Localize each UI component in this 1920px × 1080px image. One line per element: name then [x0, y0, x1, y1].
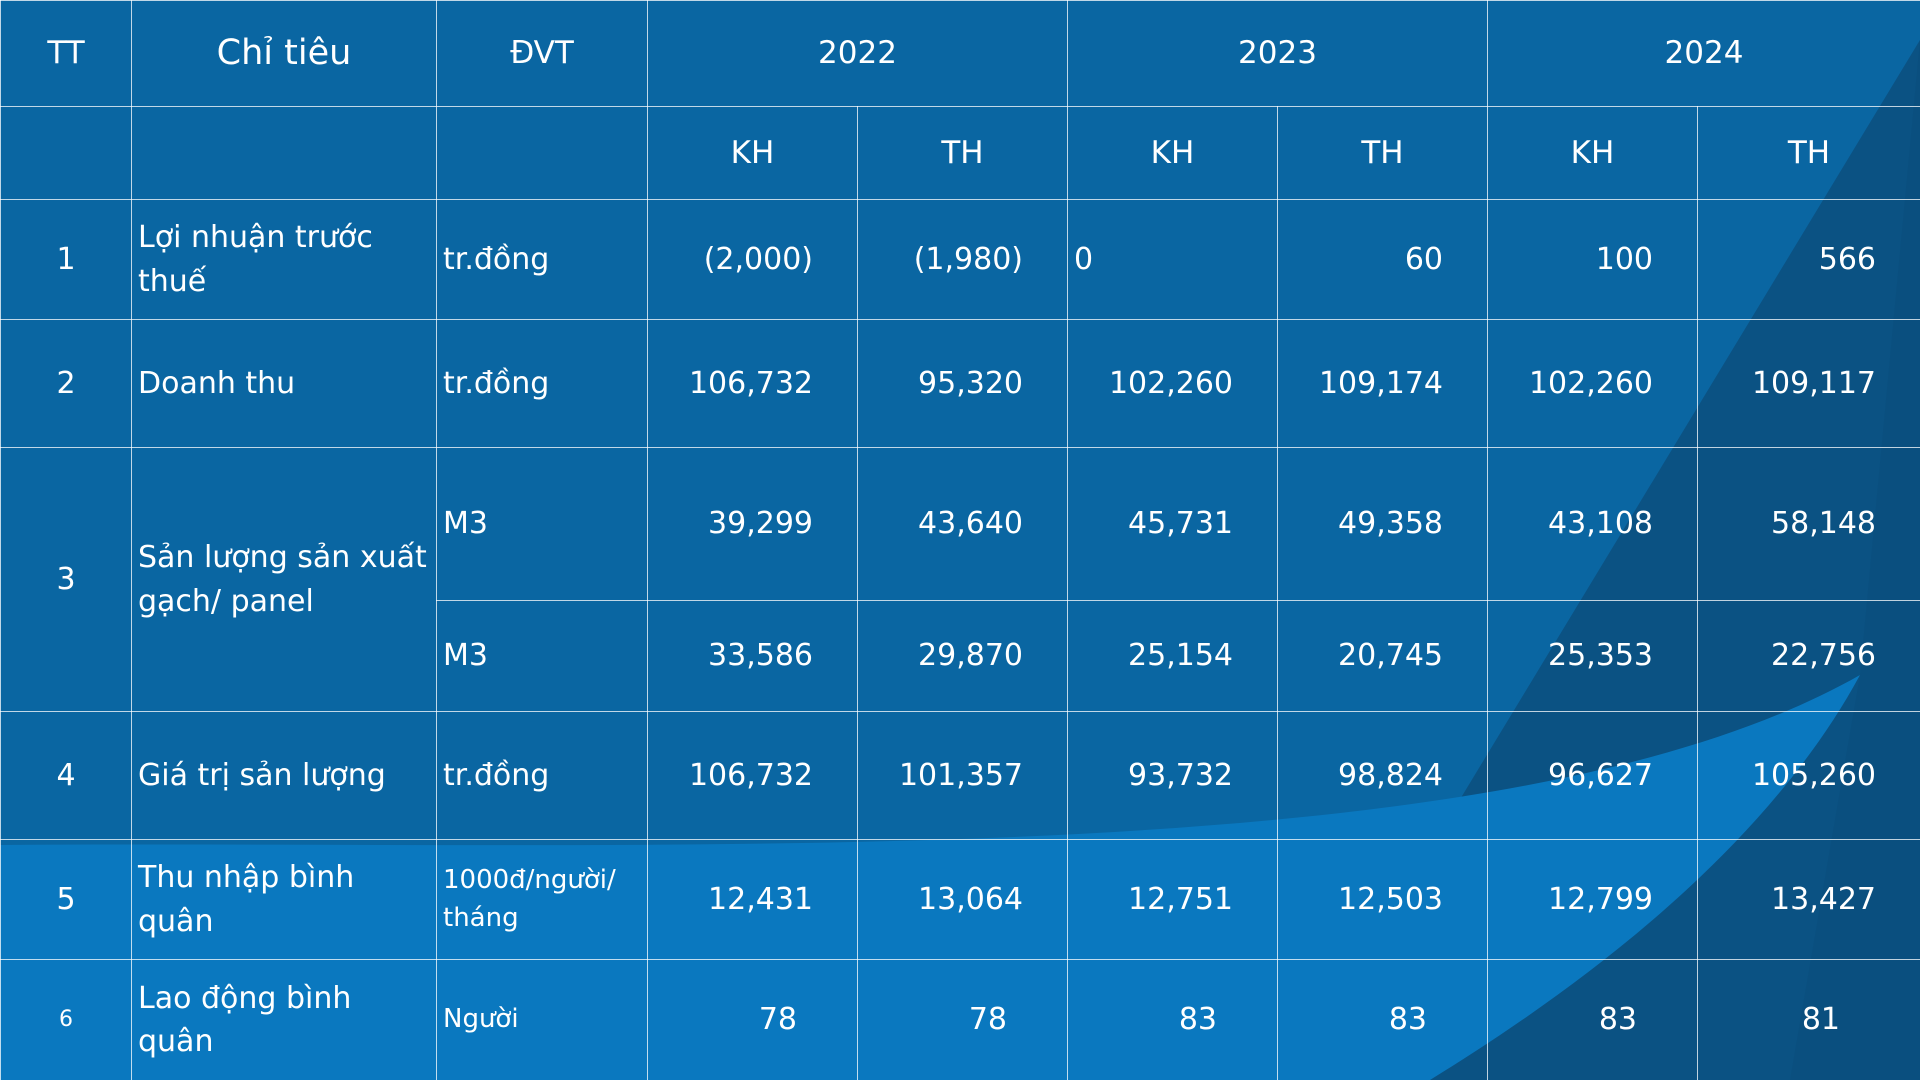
cell-value: 106,732 — [647, 711, 858, 840]
cell-value: 105,260 — [1697, 711, 1920, 840]
cell-value: 83 — [1277, 959, 1488, 1080]
table-row: M3 33,586 29,870 25,154 20,745 25,353 22… — [1, 600, 1920, 712]
header-kh-2024: KH — [1487, 106, 1698, 200]
row-number: 6 — [0, 959, 132, 1080]
row-unit: 1000đ/người/ tháng — [436, 839, 648, 960]
header-unit: ĐVT — [436, 0, 648, 107]
header-row-plan-actual: KH TH KH TH KH TH — [0, 106, 1920, 200]
header-unit-empty — [436, 106, 648, 200]
header-row-years: TT Chỉ tiêu ĐVT 2022 2023 2024 — [0, 0, 1920, 107]
cell-value: 93,732 — [1067, 711, 1278, 840]
cell-value: 83 — [1067, 959, 1278, 1080]
table-row: 4 Giá trị sản lượng tr.đồng 106,732 101,… — [0, 711, 1920, 840]
header-year-2022: 2022 — [647, 0, 1068, 107]
cell-value: 25,353 — [1487, 600, 1698, 712]
table-row: 6 Lao động bình quân Người 78 78 83 83 8… — [0, 959, 1920, 1080]
row-number: 4 — [0, 711, 132, 840]
cell-value: 102,260 — [1487, 319, 1698, 448]
cell-value: 43,108 — [1487, 447, 1698, 601]
row-unit: tr.đồng — [436, 711, 648, 840]
header-tt-empty — [0, 106, 132, 200]
cell-value: 12,503 — [1277, 839, 1488, 960]
cell-value: 12,431 — [647, 839, 858, 960]
row-indicator: Lao động bình quân — [131, 959, 437, 1080]
table-row: 1 Lợi nhuận trước thuế tr.đồng (2,000) (… — [0, 199, 1920, 320]
cell-value: 13,427 — [1697, 839, 1920, 960]
row-indicator: Giá trị sản lượng — [131, 711, 437, 840]
cell-value: 106,732 — [647, 319, 858, 448]
cell-value: 83 — [1487, 959, 1698, 1080]
row-indicator: Sản lượng sản xuất gạch/ panel — [131, 447, 437, 712]
cell-value: 102,260 — [1067, 319, 1278, 448]
header-indicator: Chỉ tiêu — [131, 0, 437, 107]
cell-value: 78 — [647, 959, 858, 1080]
header-year-2024: 2024 — [1487, 0, 1920, 107]
cell-value: 109,174 — [1277, 319, 1488, 448]
cell-value: 101,357 — [857, 711, 1068, 840]
row-number: 5 — [0, 839, 132, 960]
header-th-2024: TH — [1697, 106, 1920, 200]
row-indicator: Lợi nhuận trước thuế — [131, 199, 437, 320]
row-number: 1 — [0, 199, 132, 320]
cell-value: 49,358 — [1277, 447, 1488, 601]
cell-value: 81 — [1697, 959, 1920, 1080]
cell-value: 20,745 — [1277, 600, 1488, 712]
cell-value: 60 — [1277, 199, 1488, 320]
cell-value: 95,320 — [857, 319, 1068, 448]
cell-value: 45,731 — [1067, 447, 1278, 601]
row-unit: M3 — [436, 600, 648, 712]
cell-value: 566 — [1697, 199, 1920, 320]
row-number: 2 — [0, 319, 132, 448]
table-row: 3 Sản lượng sản xuất gạch/ panel M3 39,2… — [0, 447, 1920, 712]
row-indicator: Doanh thu — [131, 319, 437, 448]
table-row: 5 Thu nhập bình quân 1000đ/người/ tháng … — [0, 839, 1920, 960]
cell-value: 12,751 — [1067, 839, 1278, 960]
cell-value: 43,640 — [857, 447, 1068, 601]
cell-value: 100 — [1487, 199, 1698, 320]
row-unit: Người — [436, 959, 648, 1080]
row-unit: M3 — [436, 447, 648, 601]
cell-value: 22,756 — [1697, 600, 1920, 712]
cell-value: 98,824 — [1277, 711, 1488, 840]
row-number: 3 — [0, 447, 132, 712]
cell-value: 0 — [1067, 199, 1278, 320]
header-year-2023: 2023 — [1067, 0, 1488, 107]
row-indicator: Thu nhập bình quân — [131, 839, 437, 960]
header-th-2023: TH — [1277, 106, 1488, 200]
cell-value: 78 — [857, 959, 1068, 1080]
cell-value: 39,299 — [647, 447, 858, 601]
header-indicator-empty — [131, 106, 437, 200]
cell-value: 109,117 — [1697, 319, 1920, 448]
cell-value: 25,154 — [1067, 600, 1278, 712]
table-row: 2 Doanh thu tr.đồng 106,732 95,320 102,2… — [0, 319, 1920, 448]
header-kh-2022: KH — [647, 106, 858, 200]
header-kh-2023: KH — [1067, 106, 1278, 200]
row-unit: tr.đồng — [436, 199, 648, 320]
cell-value: 96,627 — [1487, 711, 1698, 840]
cell-value: 58,148 — [1697, 447, 1920, 601]
cell-value: 29,870 — [857, 600, 1068, 712]
cell-value: 12,799 — [1487, 839, 1698, 960]
header-th-2022: TH — [857, 106, 1068, 200]
row-unit: tr.đồng — [436, 319, 648, 448]
cell-value: (2,000) — [647, 199, 858, 320]
cell-value: (1,980) — [857, 199, 1068, 320]
cell-value: 33,586 — [647, 600, 858, 712]
header-tt: TT — [0, 0, 132, 107]
cell-value: 13,064 — [857, 839, 1068, 960]
